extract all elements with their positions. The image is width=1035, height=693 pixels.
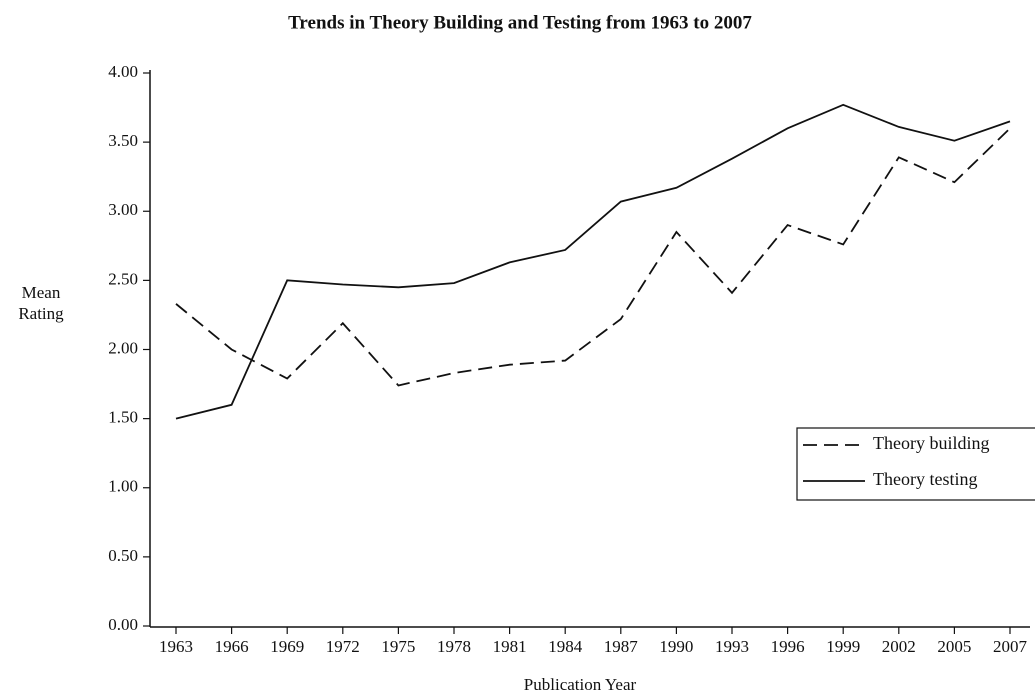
legend-label: Theory building [873,433,989,453]
y-tick-label: 1.50 [108,408,138,427]
x-tick-label: 1963 [159,637,193,656]
x-tick-label: 1993 [715,637,749,656]
x-axis-label: Publication Year [524,675,637,693]
y-tick-label: 3.00 [108,200,138,219]
x-tick-label: 1972 [326,637,360,656]
y-tick-label: 2.00 [108,338,138,357]
legend-label: Theory testing [873,469,977,489]
x-tick-label: 1969 [270,637,304,656]
x-tick-label: 1978 [437,637,471,656]
legend-box [796,427,1035,501]
legend: Theory building Theory testing [796,427,1035,501]
x-tick-label: 1987 [604,637,639,656]
x-tick-label: 1966 [215,637,249,656]
y-tick-label: 1.00 [108,477,138,496]
y-axis-label: Mean Rating [18,283,64,323]
x-tick-label: 1984 [548,637,583,656]
y-tick-label: 0.50 [108,546,138,565]
x-tick-label: 1981 [493,637,527,656]
x-tick-label: 2007 [993,637,1028,656]
chart-title: Trends in Theory Building and Testing fr… [288,12,752,33]
y-tick-label: 0.00 [108,615,138,634]
x-tick-label: 1990 [659,637,693,656]
y-tick-label: 3.50 [108,131,138,150]
series-line [175,127,1011,387]
x-tick-label: 1975 [381,637,415,656]
y-tick-label: 2.50 [108,269,138,288]
x-tick-label: 1996 [771,637,805,656]
x-tick-label: 2005 [937,637,971,656]
x-tick-label: 1999 [826,637,860,656]
x-tick-label: 2002 [882,637,916,656]
y-tick-label: 4.00 [108,62,138,81]
series-line [175,103,1011,420]
